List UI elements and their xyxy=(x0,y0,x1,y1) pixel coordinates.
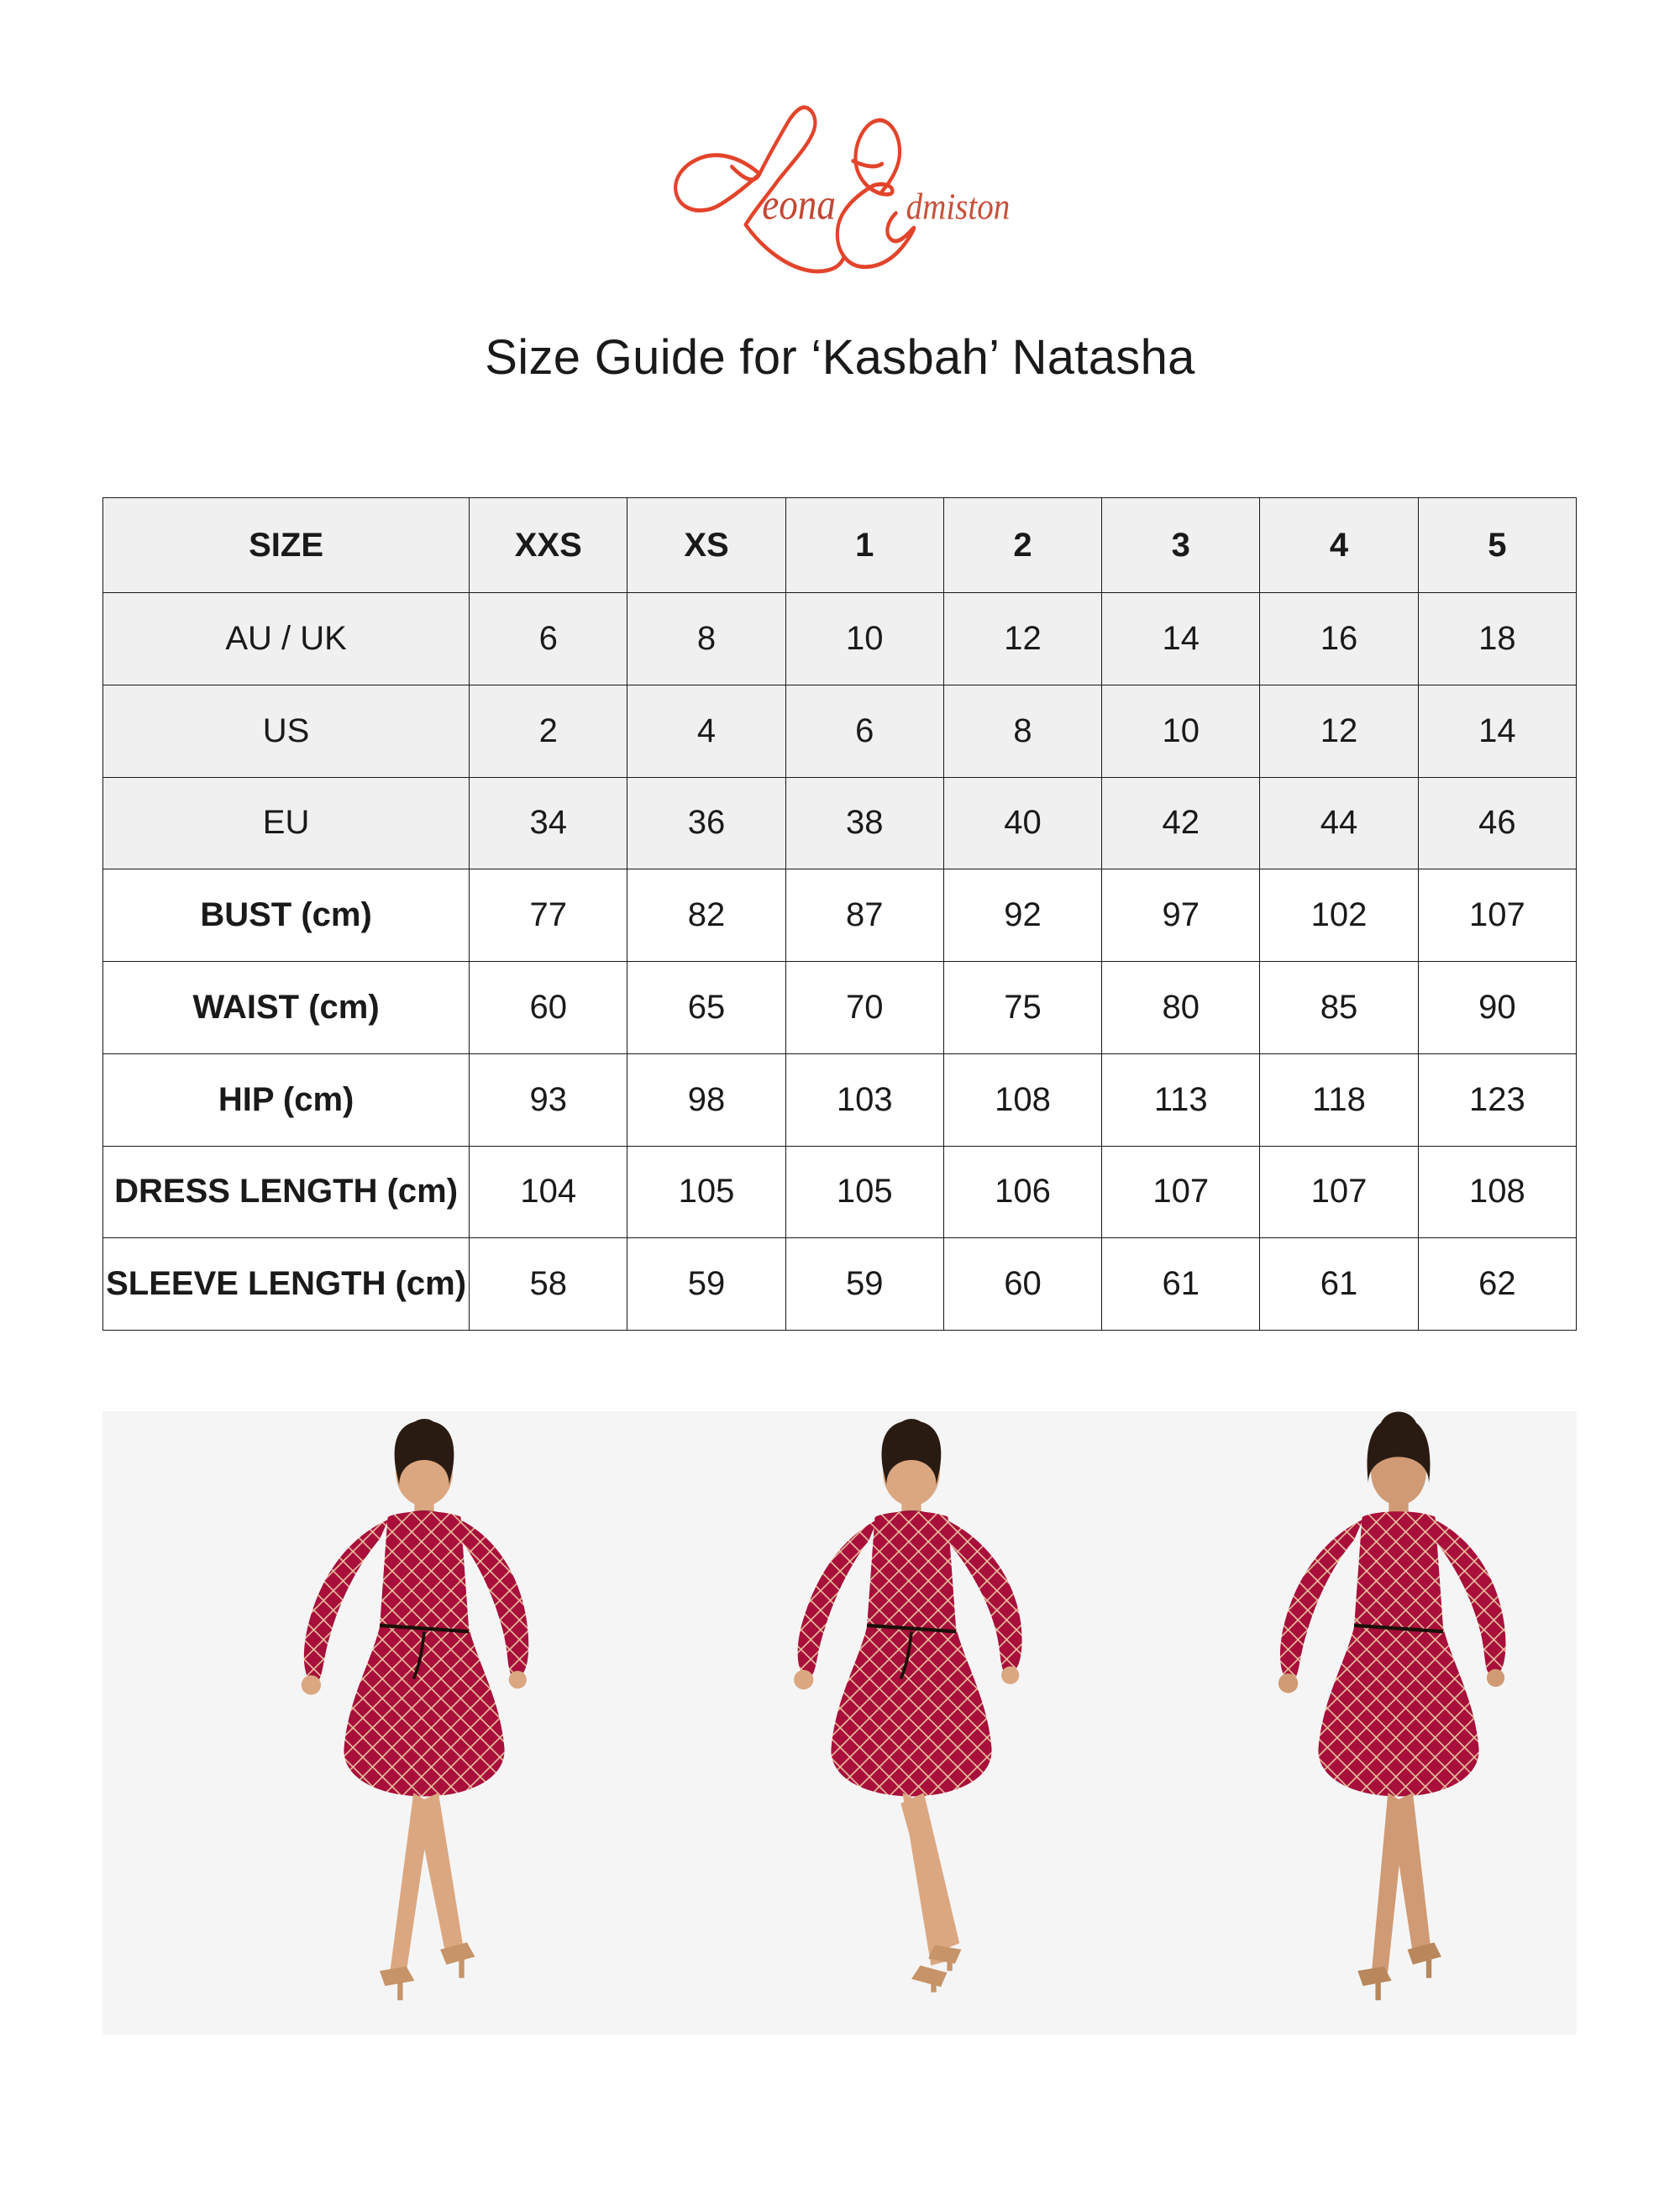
svg-text:eona: eona xyxy=(762,181,836,229)
svg-text:dmiston: dmiston xyxy=(906,186,1011,228)
